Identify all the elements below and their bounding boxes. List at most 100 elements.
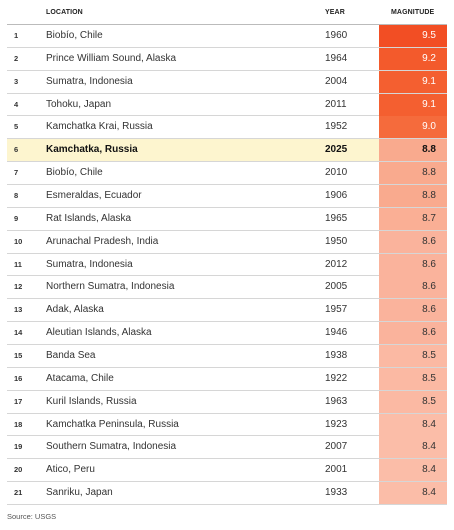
location-cell: Atacama, Chile: [46, 372, 114, 384]
magnitude-cell: 9.0: [379, 116, 447, 139]
magnitude-cell: 8.6: [379, 276, 447, 299]
year-cell: 2007: [325, 441, 348, 453]
magnitude-cell: 8.6: [379, 253, 447, 276]
rank-cell: 6: [14, 145, 19, 155]
location-cell: Southern Sumatra, Indonesia: [46, 441, 177, 453]
rank-cell: 21: [14, 488, 23, 498]
rank-cell: 14: [14, 328, 23, 338]
location-cell: Esmeraldas, Ecuador: [46, 190, 142, 202]
location-cell: Sumatra, Indonesia: [46, 75, 133, 87]
location-cell: Northern Sumatra, Indonesia: [46, 281, 175, 293]
year-cell: 2005: [325, 281, 348, 293]
rank-cell: 16: [14, 373, 23, 383]
rank-cell: 4: [14, 99, 19, 109]
table-row: 4 Tohoku, Japan 2011 9.1: [7, 93, 447, 117]
rank-cell: 19: [14, 442, 23, 452]
year-cell: 1946: [325, 327, 348, 339]
location-cell: Aleutian Islands, Alaska: [46, 327, 152, 339]
year-cell: 2001: [325, 464, 348, 476]
magnitude-cell: 8.4: [379, 482, 447, 505]
year-cell: 1922: [325, 372, 348, 384]
table-row: 21 Sanriku, Japan 1933 8.4: [7, 482, 447, 506]
rank-cell: 13: [14, 305, 23, 315]
rank-cell: 2: [14, 53, 19, 63]
rank-cell: 7: [14, 168, 19, 178]
location-cell: Sanriku, Japan: [46, 487, 113, 499]
table-row: 12 Northern Sumatra, Indonesia 2005 8.6: [7, 276, 447, 300]
rank-cell: 12: [14, 282, 23, 292]
location-cell: Arunachal Pradesh, India: [46, 235, 159, 247]
location-cell: Rat Islands, Alaska: [46, 212, 132, 224]
location-cell: Banda Sea: [46, 350, 96, 362]
magnitude-column-header: MAGNITUDE: [391, 9, 435, 16]
location-cell: Prince William Sound, Alaska: [46, 52, 177, 64]
location-cell: Kuril Islands, Russia: [46, 395, 137, 407]
magnitude-cell: 8.5: [379, 390, 447, 413]
earthquake-table: LOCATION YEAR MAGNITUDE 1 Biobío, Chile 19…: [7, 0, 447, 506]
location-cell: Tohoku, Japan: [46, 98, 112, 110]
table-row: 8 Esmeraldas, Ecuador 1906 8.8: [7, 185, 447, 208]
table-row: 3 Sumatra, Indonesia 2004 9.1: [7, 70, 447, 94]
year-cell: 1964: [325, 52, 348, 64]
location-cell: Adak, Alaska: [46, 304, 104, 316]
table-row: 11 Sumatra, Indonesia 2012 8.6: [7, 253, 447, 277]
rank-cell: 17: [14, 396, 23, 406]
table-row: 17 Kuril Islands, Russia 1963 8.5: [7, 390, 447, 414]
rank-cell: 11: [14, 259, 22, 269]
table-row: 10 Arunachal Pradesh, India 1950 8.6: [7, 230, 447, 254]
table-row: 18 Kamchatka Peninsula, Russia 1923 8.4: [7, 413, 447, 437]
table-row: 20 Atico, Peru 2001 8.4: [7, 459, 447, 483]
magnitude-cell: 8.8: [379, 139, 447, 162]
magnitude-cell: 8.6: [379, 230, 447, 253]
location-cell: Biobío, Chile: [46, 30, 103, 41]
table-row: 9 Rat Islands, Alaska 1965 8.7: [7, 207, 447, 231]
magnitude-cell: 9.2: [379, 47, 447, 70]
table-header: LOCATION YEAR MAGNITUDE: [7, 0, 447, 25]
table-body: 1 Biobío, Chile 1960 9.5 2 Prince William Sou…: [7, 25, 447, 506]
rank-cell: 10: [14, 236, 23, 246]
location-cell: Sumatra, Indonesia: [46, 258, 133, 270]
table-row: 2 Prince William Sound, Alaska 1964 9.2: [7, 47, 447, 71]
year-cell: 1952: [325, 121, 348, 133]
source-note: Source: USGS: [7, 512, 57, 521]
year-cell: 2011: [325, 98, 347, 110]
magnitude-cell: 8.4: [379, 459, 447, 482]
rank-cell: 1: [14, 31, 19, 40]
year-cell: 2004: [325, 75, 348, 87]
table-row: 13 Adak, Alaska 1957 8.6: [7, 299, 447, 323]
rank-cell: 3: [14, 76, 19, 86]
magnitude-cell: 8.6: [379, 299, 447, 322]
table-row: 14 Aleutian Islands, Alaska 1946 8.6: [7, 322, 447, 346]
magnitude-cell: 8.4: [379, 413, 447, 436]
location-cell: Kamchatka Peninsula, Russia: [46, 418, 179, 430]
year-cell: 1923: [325, 418, 348, 430]
magnitude-cell: 8.6: [379, 322, 447, 345]
location-cell: Biobío, Chile: [46, 167, 103, 179]
year-cell: 1965: [325, 212, 348, 224]
magnitude-cell: 8.4: [379, 436, 447, 459]
rank-cell: 9: [14, 213, 19, 223]
location-cell: Atico, Peru: [46, 464, 95, 476]
year-cell: 1957: [325, 304, 348, 316]
location-column-header: LOCATION: [46, 9, 83, 16]
location-cell: Kamchatka Krai, Russia: [46, 121, 153, 133]
rank-cell: 18: [14, 419, 23, 429]
year-cell: 1950: [325, 235, 348, 247]
year-column-header: YEAR: [325, 9, 345, 16]
table-row: 19 Southern Sumatra, Indonesia 2007 8.4: [7, 436, 447, 460]
magnitude-cell: 8.5: [379, 367, 447, 390]
year-cell: 2025: [325, 144, 348, 156]
magnitude-cell: 9.5: [379, 25, 447, 47]
table-row: 5 Kamchatka Krai, Russia 1952 9.0: [7, 116, 447, 140]
rank-cell: 15: [14, 351, 23, 361]
table-row: 1 Biobío, Chile 1960 9.5: [7, 25, 447, 48]
table-row: 7 Biobío, Chile 2010 8.8: [7, 162, 447, 186]
table-row: 6 Kamchatka, Russia 2025 8.8: [7, 139, 447, 163]
year-cell: 1938: [325, 350, 348, 362]
year-cell: 1963: [325, 395, 348, 407]
year-cell: 2010: [325, 167, 348, 179]
rank-cell: 8: [14, 191, 19, 201]
rank-cell: 5: [14, 122, 19, 132]
rank-cell: 20: [14, 465, 23, 475]
table-row: 16 Atacama, Chile 1922 8.5: [7, 367, 447, 391]
